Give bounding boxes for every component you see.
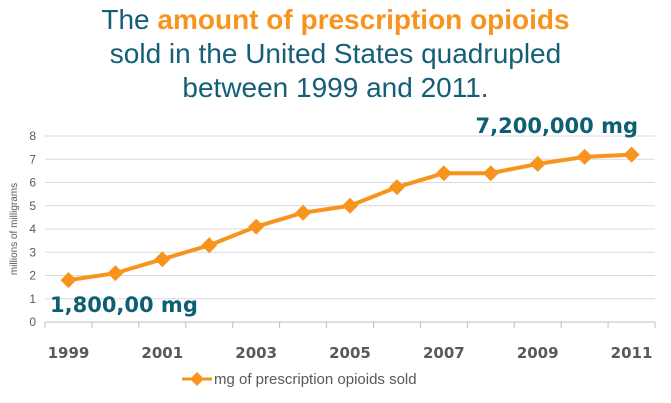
title-line-3: between 1999 and 2011. (182, 72, 489, 103)
data-point-2002 (201, 237, 218, 254)
y-tick-label: 5 (29, 199, 36, 213)
data-point-2006 (388, 179, 405, 196)
data-point-2010 (576, 148, 593, 165)
y-tick-label: 2 (29, 269, 36, 283)
x-tick-label: 2009 (517, 344, 559, 362)
legend: mg of prescription opioids sold (182, 371, 417, 388)
chart-title: The amount of prescription opioids sold … (0, 3, 671, 105)
annotation-end: 7,200,000 mg (476, 114, 638, 138)
title-highlight: amount of prescription opioids (157, 4, 570, 35)
data-point-2007 (435, 165, 452, 182)
data-point-2008 (482, 165, 499, 182)
series-line (68, 152, 632, 283)
title-line-1: The amount of prescription opioids (0, 3, 671, 37)
y-tick-label: 8 (29, 129, 36, 143)
legend-label: mg of prescription opioids sold (214, 371, 417, 388)
y-tick-label: 1 (29, 292, 36, 306)
data-point-2000 (107, 265, 124, 282)
y-tick-label: 3 (29, 245, 36, 259)
title-line-2: sold in the United States quadrupled (109, 38, 562, 69)
y-tick-label: 7 (29, 152, 36, 166)
y-axis-label: millions of milligrams (9, 183, 20, 275)
y-tick-label: 0 (29, 315, 36, 329)
data-point-1999 (60, 272, 77, 289)
y-tick-label: 4 (29, 222, 36, 236)
data-point-2009 (529, 155, 546, 172)
x-tick-label: 1999 (48, 344, 90, 362)
legend-diamond-icon (190, 372, 204, 386)
annotation-start: 1,800,00 mg (50, 293, 198, 317)
data-point-2004 (295, 204, 312, 221)
y-tick-label: 6 (29, 176, 36, 190)
x-tick-label: 2011 (611, 344, 653, 362)
x-tick-label: 2003 (235, 344, 277, 362)
data-point-2001 (154, 251, 171, 268)
data-point-2011 (623, 146, 640, 163)
x-tick-label: 2007 (423, 344, 465, 362)
data-point-2003 (248, 218, 265, 235)
title-prefix: The (101, 4, 158, 35)
data-point-2005 (342, 197, 358, 214)
x-tick-label: 2005 (329, 344, 371, 362)
x-tick-label: 2001 (141, 344, 183, 362)
